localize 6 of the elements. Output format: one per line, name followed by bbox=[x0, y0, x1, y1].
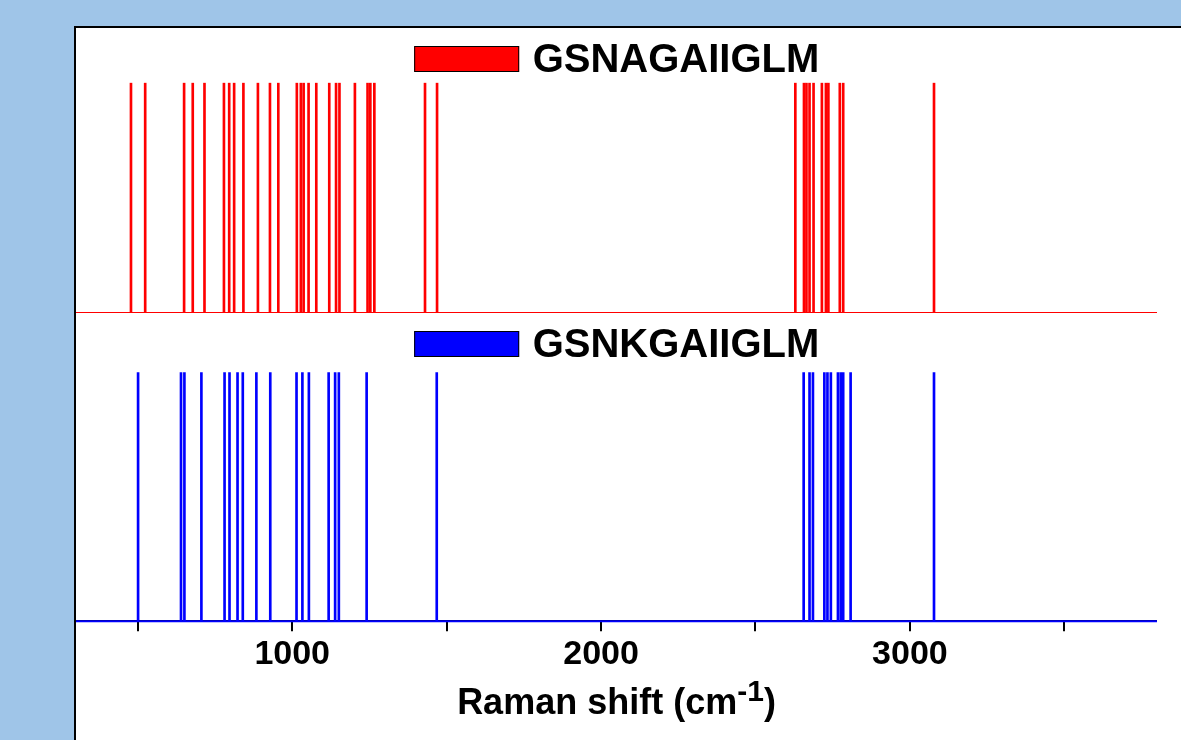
legend-label: GSNKGAIIGLM bbox=[532, 321, 820, 366]
x-axis-title: Raman shift (cm$^{-1}$) bbox=[456, 674, 777, 723]
x-tick-label: 3000 bbox=[872, 632, 948, 671]
x-tick-label: 1000 bbox=[254, 632, 331, 671]
legend-label: GSNAGAIIGLM bbox=[532, 36, 820, 81]
x-tick-label: 2000 bbox=[563, 632, 639, 671]
